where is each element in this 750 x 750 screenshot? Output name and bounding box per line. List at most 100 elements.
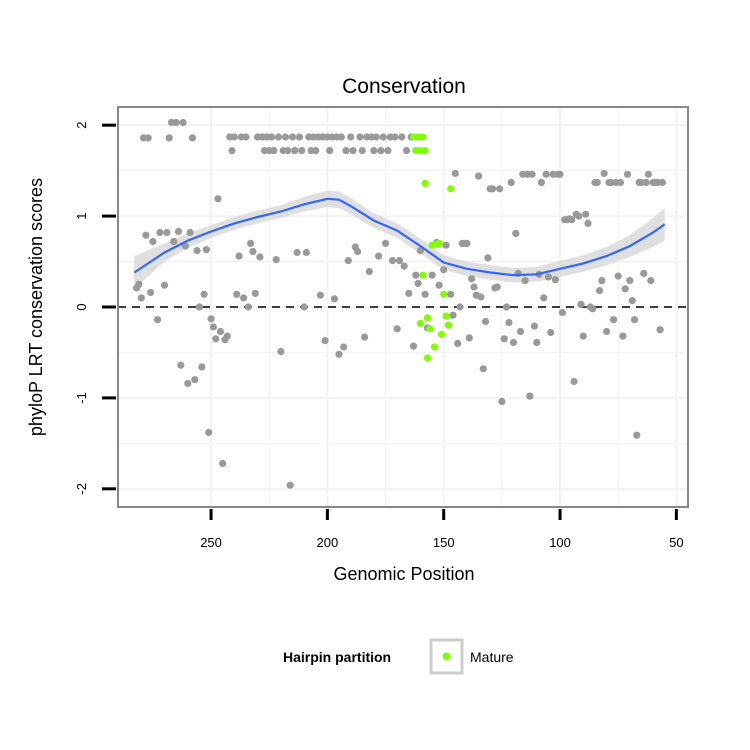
data-point-other	[342, 147, 350, 155]
data-point-other	[137, 294, 145, 302]
data-point-other	[509, 338, 518, 347]
data-point-other	[526, 392, 534, 400]
data-point-other	[244, 303, 252, 311]
data-point-other	[451, 169, 459, 177]
data-point-other	[470, 283, 478, 291]
y-tick-label: 1	[74, 212, 89, 219]
data-point-other	[610, 316, 618, 324]
smooth-trend-line	[133, 197, 666, 277]
data-point-other	[542, 170, 550, 178]
data-point-other	[349, 147, 357, 155]
data-point-other	[212, 335, 220, 343]
data-point-other	[300, 303, 308, 311]
data-point-other	[621, 285, 629, 293]
data-point-other	[230, 133, 238, 141]
data-point-other	[412, 271, 420, 279]
chart-title: Conservation	[342, 75, 466, 98]
data-point-other	[330, 295, 338, 303]
data-point-other	[207, 315, 215, 323]
data-point-other	[344, 257, 352, 265]
data-point-other	[228, 147, 236, 155]
data-point-other	[600, 169, 608, 177]
data-point-other	[477, 293, 485, 301]
data-point-other	[496, 185, 504, 193]
data-point-other	[251, 289, 259, 297]
data-point-other	[233, 290, 241, 298]
data-point-other	[382, 239, 390, 247]
data-point-other	[156, 228, 164, 237]
data-point-other	[216, 327, 224, 336]
data-point-other	[391, 133, 399, 141]
data-point-other	[372, 133, 380, 141]
legend: Hairpin partition Mature	[283, 638, 514, 675]
data-point-other	[335, 350, 343, 358]
data-point-other	[551, 276, 560, 284]
data-point-other	[658, 178, 667, 187]
data-point-mature	[423, 354, 431, 362]
data-point-other	[395, 257, 404, 265]
data-point-other	[482, 317, 490, 326]
data-point-other	[575, 212, 583, 220]
data-point-other	[377, 147, 385, 155]
data-point-other	[149, 237, 157, 246]
data-point-other	[179, 118, 187, 127]
data-point-other	[475, 172, 483, 180]
data-point-other	[195, 303, 203, 311]
data-point-other	[286, 481, 294, 489]
data-point-other	[326, 147, 334, 155]
data-point-other	[405, 289, 413, 297]
data-point-other	[284, 147, 292, 155]
data-point-other	[354, 247, 362, 256]
x-tick-label: 250	[200, 535, 222, 550]
data-point-other	[402, 147, 411, 155]
data-point-other	[577, 300, 585, 308]
data-point-other	[530, 322, 539, 330]
data-point-other	[421, 290, 429, 298]
data-point-other	[644, 170, 653, 178]
y-tick-label: -2	[74, 483, 89, 495]
data-point-other	[468, 275, 476, 283]
data-point-other	[291, 147, 299, 155]
data-point-other	[512, 229, 520, 237]
data-point-other	[642, 178, 650, 187]
x-tick-label: 200	[317, 535, 339, 550]
data-point-other	[533, 338, 541, 347]
data-point-other	[463, 239, 471, 247]
x-axis: 250 200 150 100 50	[200, 509, 684, 550]
data-point-mature	[421, 179, 429, 187]
data-point-other	[449, 311, 457, 319]
x-axis-title: Genomic Position	[333, 564, 474, 584]
data-point-other	[633, 431, 641, 439]
data-point-other	[186, 228, 194, 237]
data-point-other	[321, 337, 329, 345]
data-point-other	[593, 178, 601, 187]
data-point-other	[647, 277, 655, 285]
data-point-other	[388, 257, 397, 265]
data-point-other	[521, 277, 529, 285]
data-point-other	[626, 277, 634, 285]
data-point-other	[589, 305, 597, 313]
data-point-other	[277, 347, 285, 356]
data-point-other	[619, 332, 627, 340]
data-point-other	[540, 294, 548, 302]
data-point-other	[484, 254, 492, 262]
y-tick-label: 0	[74, 303, 89, 310]
data-point-other	[416, 247, 424, 255]
data-point-other	[270, 147, 278, 155]
grid-lines	[118, 107, 688, 507]
data-point-other	[614, 272, 622, 280]
data-point-other	[268, 133, 276, 141]
data-point-other	[558, 308, 567, 317]
data-point-mature	[435, 239, 443, 247]
data-point-other	[356, 133, 364, 141]
data-point-other	[361, 333, 369, 341]
data-point-other	[298, 147, 306, 155]
plot-panel-border	[117, 106, 689, 508]
data-point-other	[165, 134, 173, 142]
data-point-other	[347, 133, 355, 141]
data-point-other	[603, 327, 611, 336]
data-point-other	[528, 170, 536, 178]
data-point-other	[489, 185, 497, 193]
data-point-other	[142, 231, 150, 239]
y-tick-label: -1	[74, 392, 89, 404]
